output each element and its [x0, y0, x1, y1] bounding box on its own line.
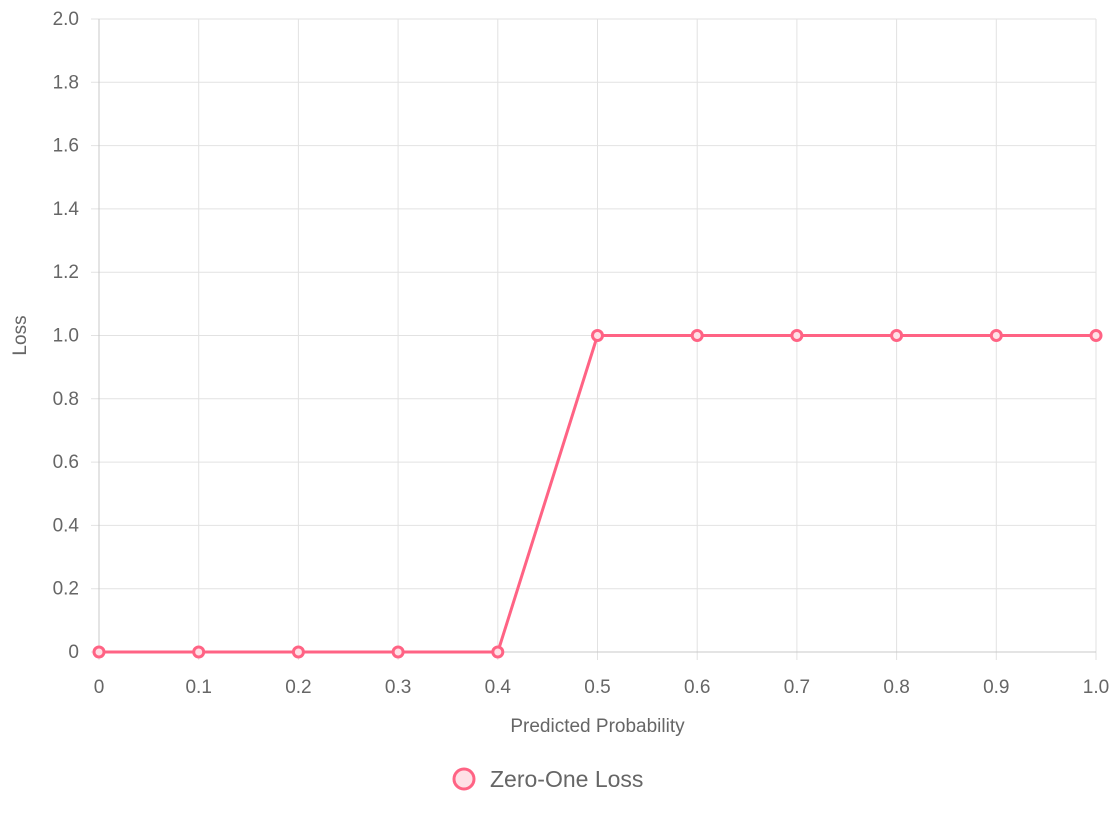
y-axis-title: Loss [10, 315, 31, 355]
x-tick-label: 0.9 [983, 677, 1009, 698]
y-tick-label: 1.4 [53, 199, 80, 220]
x-tick-label: 0.6 [684, 677, 710, 698]
legend-marker[interactable] [452, 767, 476, 791]
data-point[interactable] [989, 329, 1003, 342]
data-point[interactable] [391, 645, 405, 659]
y-tick-label: 0.4 [53, 515, 80, 536]
y-tick-label: 0.8 [53, 389, 79, 410]
data-point[interactable] [890, 329, 904, 342]
y-tick-labels: 0 0.2 0.4 0.6 0.8 1.0 1.2 1.4 1.6 1.8 2.0 [53, 9, 80, 663]
y-tick-label: 0.6 [53, 452, 79, 473]
x-tick-label: 0.4 [485, 677, 512, 698]
x-tick-label: 1.0 [1083, 677, 1109, 698]
y-tick-label: 0.2 [53, 579, 79, 600]
y-tick-label: 2.0 [53, 9, 79, 30]
data-point[interactable] [591, 329, 604, 342]
x-tick-label: 0.7 [784, 677, 810, 698]
y-tick-label: 1.0 [53, 326, 79, 347]
x-tick-labels: 0 0.1 0.2 0.3 0.4 0.5 0.6 0.7 0.8 0.9 1.0 [94, 677, 1110, 698]
y-tick-label: 1.2 [53, 262, 79, 283]
legend-label[interactable]: Zero-One Loss [490, 766, 643, 792]
x-tick-label: 0.5 [584, 677, 610, 698]
x-tick-label: 0.1 [185, 677, 211, 698]
data-point[interactable] [92, 645, 106, 659]
legend[interactable]: Zero-One Loss [452, 766, 643, 792]
data-point[interactable] [790, 329, 804, 342]
data-point[interactable] [690, 329, 704, 342]
data-point[interactable] [192, 645, 206, 659]
x-tick-label: 0.2 [285, 677, 311, 698]
x-axis-title: Predicted Probability [510, 716, 685, 737]
x-tick-label: 0 [94, 677, 105, 698]
data-point[interactable] [491, 645, 505, 659]
y-tick-label: 1.6 [53, 136, 79, 157]
x-tick-label: 0.8 [883, 677, 909, 698]
x-tick-label: 0.3 [385, 677, 411, 698]
data-point[interactable] [291, 645, 305, 659]
y-tick-label: 0 [68, 642, 79, 663]
y-tick-label: 1.8 [53, 72, 79, 93]
data-point[interactable] [1089, 329, 1103, 342]
series [92, 329, 1103, 659]
